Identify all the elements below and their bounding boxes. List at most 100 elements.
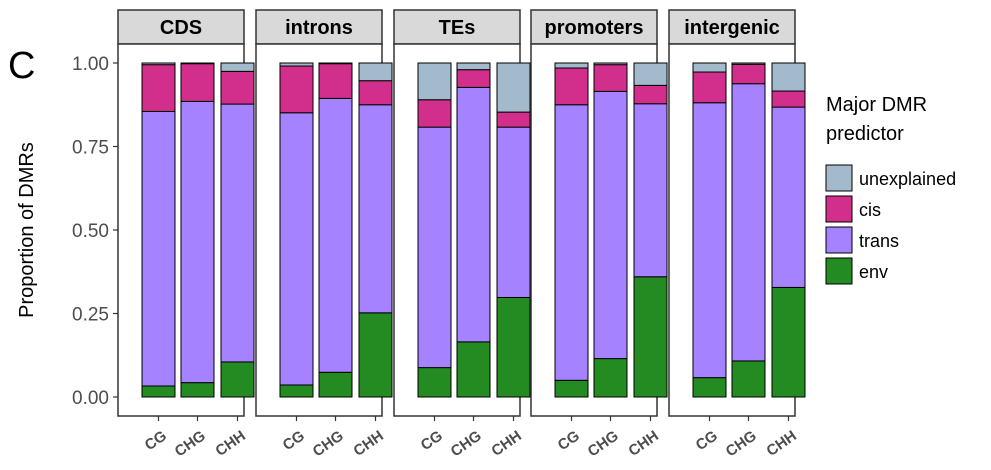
- bar-segment-cis: [180, 63, 215, 102]
- bar-segment-cis: [279, 65, 314, 114]
- bar-segment-env: [180, 382, 215, 398]
- bar-segment-trans: [358, 104, 393, 314]
- x-tick-label: CHG: [723, 427, 760, 460]
- bar-segment-trans: [633, 103, 668, 278]
- y-axis: 0.00 0.25 0.50 0.75 1.00: [72, 54, 118, 409]
- bar-segment-env: [220, 361, 255, 398]
- bar-segment-cis: [771, 90, 806, 108]
- bar-segment-env: [633, 276, 668, 398]
- legend-label: unexplained: [859, 169, 956, 189]
- bar-segment-unexplained: [141, 62, 176, 66]
- bar-segment-trans: [279, 112, 314, 386]
- legend: Major DMR predictor unexplained cis trans env: [825, 94, 956, 285]
- bar-segment-trans: [220, 103, 255, 363]
- bar-segment-cis: [633, 84, 668, 105]
- x-tick-label: CHH: [488, 427, 524, 460]
- bar-segment-env: [692, 377, 727, 398]
- legend-swatch: [825, 195, 853, 223]
- figure-panel-tag: C: [8, 45, 35, 87]
- bar-segment-cis: [692, 71, 727, 104]
- bar-segment-trans: [417, 126, 452, 369]
- x-tick-label: CHH: [625, 427, 661, 460]
- bar-segment-cis: [358, 80, 393, 106]
- facet-title: introns: [285, 17, 353, 39]
- bar-segment-trans: [593, 90, 628, 360]
- facet-strip: [393, 9, 521, 45]
- x-tick-label: CG: [280, 427, 308, 454]
- bar-segment-unexplained: [731, 62, 766, 65]
- bar-segment-unexplained: [279, 62, 314, 67]
- facet-strip: [117, 9, 245, 45]
- x-tick-label: CHG: [172, 427, 209, 460]
- bar-segment-trans: [456, 86, 491, 343]
- bar-segment-unexplained: [554, 62, 589, 69]
- bar-segment-unexplained: [220, 62, 255, 72]
- x-tick-label: CG: [555, 427, 583, 454]
- facet-strip: [668, 9, 796, 45]
- bar-segment-unexplained: [417, 62, 452, 101]
- legend-title: Major DMR: [826, 94, 927, 116]
- y-tick-label: 0.00: [72, 388, 109, 409]
- legend-label: cis: [859, 200, 881, 220]
- legend-label: env: [859, 262, 888, 282]
- bar-segment-unexplained: [180, 62, 215, 65]
- x-tick-label: CHH: [212, 427, 248, 460]
- bar-segment-env: [771, 286, 806, 398]
- bar-segment-trans: [496, 126, 531, 298]
- bar-segment-unexplained: [358, 62, 393, 82]
- bar-segment-env: [554, 379, 589, 398]
- bar-segment-cis: [496, 111, 531, 128]
- bar-segment-trans: [318, 97, 353, 373]
- legend-swatch: [825, 257, 853, 285]
- bar-segment-trans: [180, 100, 215, 384]
- facet-strip: [255, 9, 383, 45]
- bar-segment-trans: [554, 104, 589, 381]
- y-tick-label: 1.00: [72, 54, 109, 75]
- bar-segment-trans: [771, 106, 806, 288]
- facet-panel: TEs CG CHG CHH: [393, 9, 531, 460]
- legend-title: predictor: [826, 123, 904, 145]
- bar-segment-cis: [554, 67, 589, 106]
- x-tick-label: CG: [693, 427, 721, 454]
- bar-segment-env: [456, 341, 491, 398]
- facet-panel: intergenic CG CHG CHH: [668, 9, 806, 460]
- facet-strip: [530, 9, 658, 45]
- legend-swatch: [825, 226, 853, 254]
- bar-segment-unexplained: [692, 62, 727, 73]
- bar-segment-trans: [141, 110, 176, 387]
- bar-segment-unexplained: [633, 62, 668, 86]
- bar-segment-cis: [593, 64, 628, 92]
- bar-segment-unexplained: [593, 62, 628, 66]
- x-tick-label: CHG: [310, 427, 347, 460]
- facet-panel: promoters CG CHG CHH: [530, 9, 668, 460]
- bar-segment-unexplained: [771, 62, 806, 92]
- bar-segment-cis: [220, 70, 255, 105]
- facet-title: promoters: [545, 17, 644, 39]
- y-tick-label: 0.25: [72, 305, 109, 326]
- bar-segment-unexplained: [318, 62, 353, 65]
- bar-segment-cis: [141, 64, 176, 112]
- bar-segment-unexplained: [496, 62, 531, 113]
- facet-title: CDS: [160, 17, 202, 39]
- bar-segment-cis: [417, 99, 452, 128]
- x-tick-label: CHH: [763, 427, 799, 460]
- facet-panel: CDS CG CHG CHH: [117, 9, 255, 460]
- bar-segment-env: [593, 358, 628, 398]
- y-axis-label: Proportion of DMRs: [16, 142, 38, 318]
- legend-swatch: [825, 164, 853, 192]
- bar-segment-env: [496, 296, 531, 398]
- bar-segment-trans: [731, 83, 766, 362]
- bar-segment-trans: [692, 102, 727, 379]
- bar-segment-env: [279, 384, 314, 398]
- bar-segment-env: [731, 360, 766, 398]
- facet-panel: introns CG CHG CHH: [255, 9, 393, 460]
- legend-label: trans: [859, 231, 899, 251]
- bar-segment-cis: [456, 69, 491, 88]
- x-tick-label: CHG: [448, 427, 485, 460]
- x-tick-label: CG: [418, 427, 446, 454]
- bar-segment-cis: [731, 63, 766, 85]
- y-tick-label: 0.50: [72, 221, 109, 242]
- bar-segment-env: [358, 312, 393, 398]
